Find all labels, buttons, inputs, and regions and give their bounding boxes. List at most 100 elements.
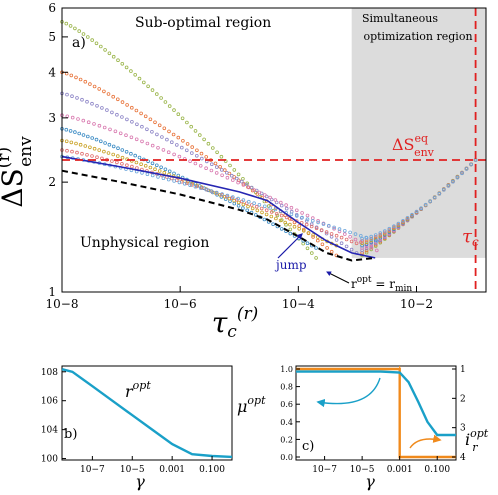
series-6-point [125,163,129,168]
series-2-point [150,130,154,134]
series-0-point [301,241,306,246]
series-7-point [310,219,315,223]
series-0-point [309,251,314,255]
series-6-point [259,206,264,211]
series-2-point [130,120,134,124]
series-0-point [206,141,211,146]
series-3-point [284,203,288,207]
series-3-point [209,168,214,173]
series-7-point [373,233,378,237]
series-3-point [353,237,358,242]
series-7-point [252,201,256,206]
series-7-point [369,234,374,239]
panel-a-label: a) [72,35,86,51]
series-7-point [257,203,262,207]
series-3-point [65,114,70,119]
series-3-point [172,152,176,157]
series-4-point [271,222,275,227]
series-5-point [297,227,302,231]
series-7-point [414,209,419,214]
series-0-point [107,51,112,56]
series-1-point [102,89,106,94]
series-5-point [102,149,106,154]
series-3-point [316,219,320,223]
series-2-point [210,162,214,167]
series-2-point [235,176,239,181]
series-7-point [161,176,166,181]
series-0-point [68,24,73,28]
y-tick-label: 108 [41,368,58,378]
series-3-point [252,188,256,192]
series-1-point [315,238,320,243]
series-1-point [120,100,125,104]
series-7-point [353,232,358,236]
series-4-point [369,240,374,245]
series-2-point [244,182,249,187]
left-tick-label: 0.0 [280,453,293,462]
series-5-point [260,210,264,215]
series-0-point [314,256,318,260]
series-2-point [160,135,164,139]
data-series-group [60,19,478,260]
series-4-point [107,142,112,147]
series-4-point [305,241,310,246]
series-7-point [294,214,299,218]
series-2-point [304,219,309,223]
series-7-point [451,179,455,184]
y-tick-label: 2 [48,175,56,189]
right-tick-label: 4 [460,453,466,463]
series-6-point [254,204,259,209]
panel-b: 10−7 10−5 0.001 0.100 108 106 104 100 b) ropt γ [41,365,233,491]
x-tick-label: 0.100 [199,465,225,475]
series-7-point [305,217,310,222]
r-opt-curve-label: ropt [125,379,151,401]
series-7-point [204,187,208,192]
panel-c: 10−7 10−5 0.001 0.100 1.0 0.8 0.6 0.4 0.2 0.0 1 2 3 4… [237,365,489,491]
series-3-point [289,205,294,210]
series-5-point [241,202,246,207]
series-2-point [240,179,244,184]
y-tick-label: 106 [41,397,58,407]
series-7-point [241,198,246,202]
series-2-point [100,106,104,110]
series-1-point [134,108,139,113]
series-3-point [294,208,299,213]
series-2-point [90,101,94,106]
series-5-point [116,154,120,158]
series-3-point [76,117,80,121]
series-5-point [236,200,241,205]
series-0-point [150,88,155,92]
series-1-point [153,120,157,125]
series-7-point [316,220,320,225]
series-2-point [334,238,339,242]
series-5-point [83,144,88,148]
series-3-point [177,154,182,159]
series-0-point [142,80,146,85]
series-6-point [195,184,199,189]
series-6-point [120,162,124,166]
series-6-point [309,224,314,229]
series-3-point [86,120,91,124]
series-0-point [64,21,69,26]
series-7-point [432,195,437,200]
series-6-point [334,233,339,238]
series-0-point [111,54,116,59]
series-1-point [88,82,92,86]
series-5-point [306,231,311,235]
series-4-point [360,243,364,248]
series-0-point [99,44,103,49]
x-tick-label: 0.100 [424,465,450,475]
y-tick-label: 5 [48,30,56,44]
series-2-point [279,203,284,208]
series-0-point [129,69,133,73]
r-opt-arrow [326,271,350,284]
series-7-point [156,175,160,179]
series-4-point [167,169,172,174]
y-tick-label: 104 [41,426,58,436]
series-7-point [300,215,304,220]
series-2-point [95,104,99,108]
series-5-point [283,220,288,225]
series-4-point [279,227,284,231]
series-0-point [77,29,81,33]
series-6-point [249,203,254,207]
